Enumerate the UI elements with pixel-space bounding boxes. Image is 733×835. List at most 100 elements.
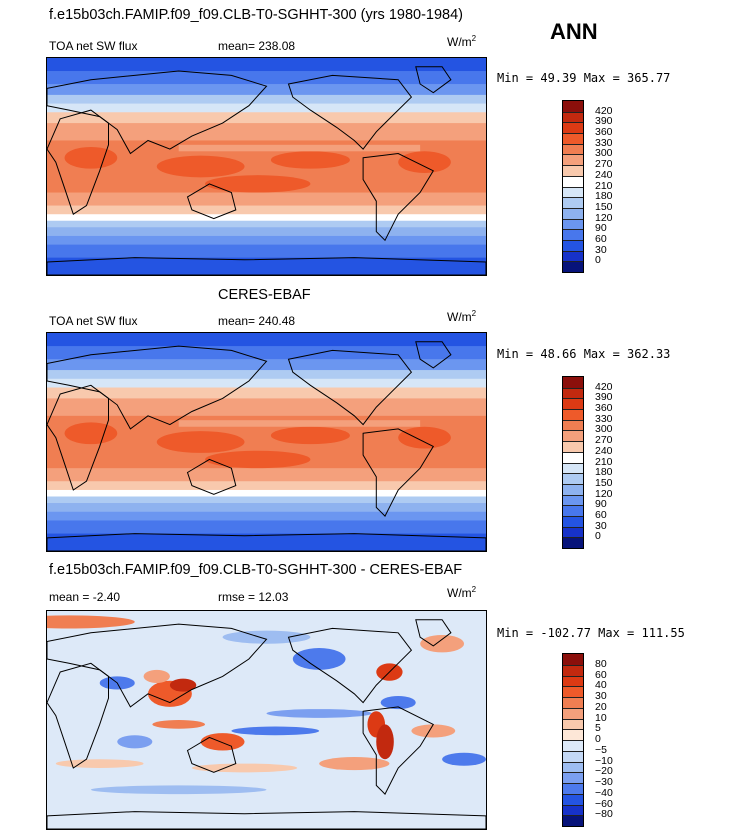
colorbar-tick-label: 270 bbox=[595, 158, 613, 171]
coastline bbox=[287, 627, 413, 704]
flux-band bbox=[47, 503, 486, 513]
flux-band bbox=[47, 333, 486, 348]
colorbar-swatch bbox=[563, 526, 583, 538]
flux-band bbox=[47, 192, 486, 207]
flux-patch bbox=[205, 450, 311, 469]
anomaly-patch bbox=[47, 615, 135, 629]
colorbar-tick-label: 180 bbox=[595, 190, 613, 203]
flux-band bbox=[47, 244, 486, 259]
panel1-mean-label: mean= 238.08 bbox=[218, 39, 296, 53]
colorbar-tick-label: 10 bbox=[595, 711, 607, 724]
colorbar-tick-label: 60 bbox=[595, 508, 607, 521]
flux-band bbox=[47, 511, 486, 522]
colorbar-tick-label: 0 bbox=[595, 733, 601, 745]
colorbar-swatch bbox=[563, 793, 583, 805]
colorbar-swatch bbox=[563, 761, 583, 773]
colorbar-swatch bbox=[563, 398, 583, 410]
flux-patch bbox=[64, 422, 118, 445]
panel1-variable-label: TOA net SW flux bbox=[49, 39, 138, 53]
panel3-title: f.e15b03ch.FAMIP.f09_f09.CLB-T0-SGHHT-30… bbox=[49, 562, 463, 578]
flux-band bbox=[47, 387, 486, 400]
flux-band bbox=[47, 235, 486, 246]
flux-patch bbox=[270, 426, 350, 445]
flux-band bbox=[47, 533, 486, 551]
flux-streak bbox=[178, 420, 421, 427]
colorbar-swatch bbox=[563, 462, 583, 474]
colorbar-swatch bbox=[563, 218, 583, 230]
colorbar-swatch bbox=[563, 387, 583, 399]
panel1-minmax: Min = 49.39 Max = 365.77 bbox=[497, 71, 671, 85]
panel2-minmax: Min = 48.66 Max = 362.33 bbox=[497, 347, 671, 361]
colorbar-swatch bbox=[563, 419, 583, 431]
flux-band bbox=[47, 370, 486, 380]
flux-band bbox=[47, 220, 486, 229]
anomaly-patch bbox=[191, 763, 298, 773]
colorbar-tick-label: −60 bbox=[595, 797, 613, 810]
panel3-rmse-label: rmse = 12.03 bbox=[218, 590, 289, 604]
coastline bbox=[47, 533, 486, 551]
coastline bbox=[186, 183, 237, 220]
coastline bbox=[362, 706, 435, 795]
colorbar-tick-label: −10 bbox=[595, 754, 613, 767]
flux-band bbox=[47, 398, 486, 417]
colorbar-tick-label: −5 bbox=[595, 743, 607, 756]
colorbar-tick-label: 180 bbox=[595, 466, 613, 479]
colorbar-tick-label: 120 bbox=[595, 487, 613, 500]
colorbar-tick-label: 80 bbox=[595, 657, 607, 670]
anomaly-patch bbox=[442, 752, 486, 766]
flux-band bbox=[47, 520, 486, 535]
flux-patch bbox=[270, 151, 350, 169]
colorbar-swatch bbox=[563, 122, 583, 134]
colorbar-swatch bbox=[563, 697, 583, 708]
colorbar-tick-label: 30 bbox=[595, 690, 607, 702]
colorbar-tick-label: 90 bbox=[595, 498, 607, 511]
colorbar-swatch bbox=[563, 101, 583, 112]
colorbar-swatch bbox=[563, 804, 583, 816]
flux-band bbox=[47, 468, 486, 483]
anomaly-patch bbox=[292, 648, 346, 670]
panel2-field bbox=[47, 333, 486, 551]
coastline bbox=[186, 458, 237, 495]
colorbar-tick-label: 360 bbox=[595, 126, 613, 139]
panel1-units-base: W/m bbox=[447, 35, 472, 49]
flux-band bbox=[47, 94, 486, 105]
colorbar-tick-label: 420 bbox=[595, 380, 613, 393]
colorbar-swatch bbox=[563, 229, 583, 240]
panel3-units-base: W/m bbox=[447, 586, 472, 600]
coastline bbox=[287, 74, 413, 150]
colorbar-tick-label: 30 bbox=[595, 243, 607, 256]
flux-band bbox=[47, 71, 486, 86]
colorbar-swatch bbox=[563, 675, 583, 687]
colorbar-swatch bbox=[563, 783, 583, 794]
colorbar-swatch bbox=[563, 718, 583, 730]
colorbar-swatch bbox=[563, 133, 583, 144]
colorbar-tick-label: 40 bbox=[595, 679, 607, 692]
panel3-map bbox=[46, 610, 487, 830]
panel1-units-exp: 2 bbox=[471, 34, 477, 43]
coastline bbox=[362, 428, 435, 517]
colorbar-swatch bbox=[563, 154, 583, 166]
flux-band bbox=[47, 346, 486, 361]
anomaly-patch bbox=[200, 733, 245, 751]
colorbar-swatch bbox=[563, 165, 583, 176]
panel2-units-base: W/m bbox=[447, 310, 472, 324]
colorbar-swatch bbox=[563, 772, 583, 783]
colorbar-swatch bbox=[563, 377, 583, 388]
flux-band bbox=[47, 103, 486, 114]
flux-patch bbox=[156, 431, 245, 453]
anomaly-patch bbox=[266, 709, 372, 718]
panel2-map bbox=[46, 332, 487, 552]
flux-band bbox=[47, 257, 486, 275]
coastline bbox=[415, 619, 452, 647]
coastline bbox=[287, 349, 413, 426]
flux-patch bbox=[398, 426, 451, 449]
colorbar-tick-label: 60 bbox=[595, 232, 607, 245]
panel3-units-exp: 2 bbox=[471, 585, 477, 594]
colorbar-swatch bbox=[563, 494, 583, 506]
flux-band bbox=[47, 359, 486, 372]
colorbar-swatch bbox=[563, 740, 583, 751]
flux-band bbox=[47, 58, 486, 73]
coastline bbox=[362, 152, 435, 242]
colorbar-tick-label: 420 bbox=[595, 104, 613, 117]
colorbar-swatch bbox=[563, 250, 583, 262]
